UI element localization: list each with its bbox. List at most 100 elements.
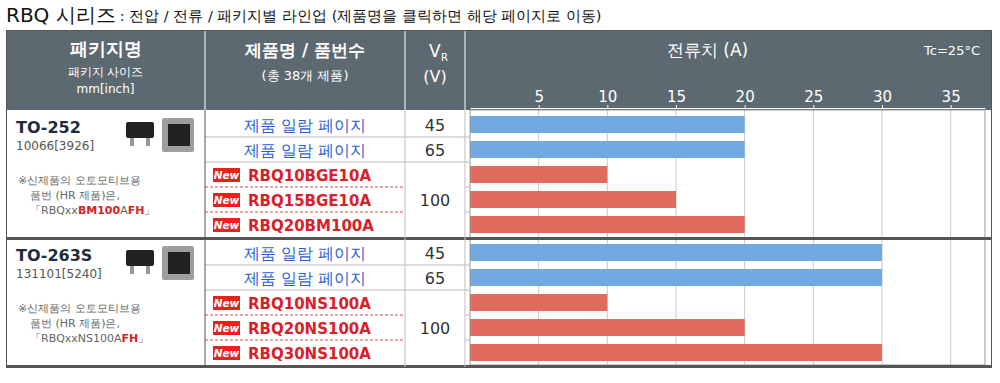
voltage: 65 bbox=[425, 141, 445, 160]
row-line bbox=[405, 290, 465, 291]
tick-label: 15 bbox=[667, 88, 686, 106]
package-icon bbox=[126, 118, 194, 152]
tick: 10 bbox=[598, 88, 617, 108]
row-line bbox=[465, 340, 470, 341]
note-segment: 「RBQxxNS100A bbox=[30, 332, 122, 345]
new-badge bbox=[213, 218, 240, 232]
row-line bbox=[205, 137, 405, 138]
bar bbox=[470, 294, 607, 311]
new-badge-text: New bbox=[214, 322, 240, 334]
bar bbox=[470, 269, 882, 286]
note-segment: BM100 bbox=[78, 204, 121, 217]
product-link[interactable]: RBQ10NS100A bbox=[248, 295, 371, 313]
tick: 20 bbox=[736, 88, 755, 108]
column-divider bbox=[465, 110, 466, 368]
page-subtitle: : 전압 / 전류 / 패키지별 라인업 (제품명을 클릭하면 해당 페이지로 … bbox=[120, 8, 602, 24]
product-link[interactable]: 제품 일람 페이지 bbox=[244, 141, 366, 160]
axis-line bbox=[471, 108, 986, 109]
new-badge-text: New bbox=[214, 347, 240, 359]
bar bbox=[470, 244, 882, 261]
x-axis: 5 10 15 20 25 30 35 bbox=[471, 88, 986, 109]
note: ※신제품의 오토모티브용 bbox=[18, 302, 141, 315]
tick-label: 20 bbox=[736, 88, 755, 106]
product-link[interactable]: RBQ10BGE10A bbox=[248, 167, 371, 185]
column-head: (총 38개 제품) bbox=[262, 68, 349, 83]
table-border bbox=[7, 31, 992, 368]
new-badge-text: New bbox=[214, 194, 240, 206]
product-link[interactable]: 제품 일람 페이지 bbox=[244, 244, 366, 263]
tick-label: 30 bbox=[873, 88, 892, 106]
column-divider bbox=[205, 110, 206, 368]
row-line bbox=[205, 162, 405, 163]
note-segment: 「RBQxx bbox=[30, 204, 78, 217]
column-head: mm[inch] bbox=[77, 82, 135, 96]
table-body: TO-25210066[3926]※신제품의 오토모티브용품번 (HR 제품)은… bbox=[6, 116, 992, 367]
note: 품번 (HR 제품)은, bbox=[30, 189, 120, 202]
column-head-sub: R bbox=[441, 52, 448, 63]
note-segment: 」 bbox=[138, 332, 149, 345]
row-line bbox=[465, 162, 470, 163]
row-line bbox=[205, 290, 405, 291]
new-badge bbox=[213, 346, 240, 360]
package-name: TO-252 bbox=[16, 118, 81, 137]
new-badge bbox=[213, 193, 240, 207]
package-name: TO-263S bbox=[16, 246, 92, 265]
voltage: 100 bbox=[420, 319, 451, 338]
note-code: 「RBQxxNS100AFH」 bbox=[30, 332, 149, 345]
column-head: (V) bbox=[423, 67, 446, 86]
row-line bbox=[465, 315, 470, 316]
column-head: 제품명 / 품번수 bbox=[244, 40, 365, 60]
new-badge bbox=[213, 296, 240, 310]
row-line bbox=[205, 187, 405, 188]
note: 품번 (HR 제품)은, bbox=[30, 317, 120, 330]
note-segment: FH bbox=[122, 332, 139, 345]
package-icon bbox=[126, 246, 194, 280]
page-title: RBQ 시리즈 bbox=[6, 3, 116, 27]
note-code: 「RBQxxBM100AFH」 bbox=[30, 204, 155, 217]
annotation: Tc=25°C bbox=[923, 43, 980, 58]
bar bbox=[470, 344, 882, 361]
row-line bbox=[205, 265, 405, 266]
voltage: 100 bbox=[420, 191, 451, 210]
tick: 5 bbox=[534, 88, 544, 108]
new-badge-text: New bbox=[214, 219, 240, 231]
product-link[interactable]: RBQ20NS100A bbox=[248, 320, 371, 338]
note-segment: FH bbox=[128, 204, 145, 217]
tick-label: 35 bbox=[942, 88, 961, 106]
bar bbox=[470, 191, 676, 208]
bar bbox=[470, 166, 607, 183]
tick: 25 bbox=[804, 88, 823, 108]
product-link[interactable]: RBQ20BM100A bbox=[248, 217, 374, 235]
product-link[interactable]: RBQ15BGE10A bbox=[248, 192, 371, 210]
header-divider bbox=[465, 30, 466, 110]
chart-title: 전류치 (A) bbox=[667, 40, 748, 60]
column-head: V bbox=[429, 41, 441, 61]
row-line bbox=[405, 162, 465, 163]
product-link[interactable]: RBQ30NS100A bbox=[248, 345, 371, 363]
new-badge-text: New bbox=[214, 297, 240, 309]
note: ※신제품의 오토모티브용 bbox=[18, 174, 141, 187]
tick-label: 25 bbox=[804, 88, 823, 106]
row-line bbox=[465, 265, 470, 266]
header-divider bbox=[205, 30, 206, 110]
column-head: 패키지명 bbox=[70, 38, 142, 59]
tick: 30 bbox=[873, 88, 892, 108]
row-line bbox=[465, 212, 470, 213]
row-line bbox=[465, 290, 470, 291]
row-line bbox=[205, 212, 405, 213]
row-line bbox=[465, 137, 470, 138]
row-line bbox=[205, 315, 405, 316]
row-line bbox=[405, 265, 465, 266]
product-link[interactable]: 제품 일람 페이지 bbox=[244, 269, 366, 288]
header-band bbox=[6, 30, 992, 110]
product-link[interactable]: 제품 일람 페이지 bbox=[244, 116, 366, 135]
voltage: 45 bbox=[425, 244, 445, 263]
bar bbox=[470, 216, 745, 233]
page: RBQ 시리즈: 전압 / 전류 / 패키지별 라인업 (제품명을 클릭하면 해… bbox=[0, 0, 1000, 383]
note-segment: 」 bbox=[144, 204, 155, 217]
tick-label: 5 bbox=[534, 88, 544, 106]
column-head: 패키지 사이즈 bbox=[68, 65, 144, 79]
column-divider bbox=[405, 110, 406, 368]
new-badge bbox=[213, 321, 240, 335]
header-divider bbox=[405, 30, 406, 110]
